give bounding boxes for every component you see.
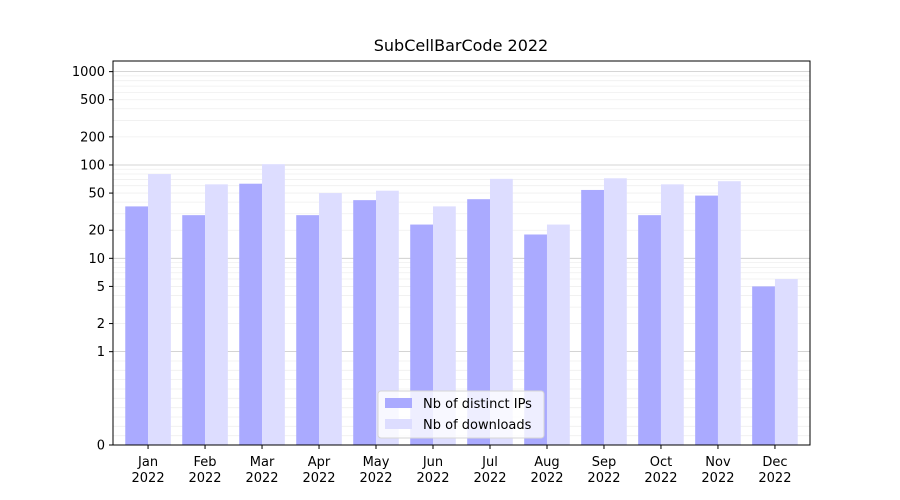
x-tick-month: Mar (250, 455, 275, 470)
bar-downloads-nov (717, 181, 741, 446)
y-tick-label: 2 (97, 317, 105, 332)
x-tick-month: Dec (762, 455, 787, 470)
bar-downloads-apr (319, 193, 342, 445)
x-tick-year: 2022 (132, 471, 165, 486)
x-tick-year: 2022 (701, 471, 734, 486)
x-tick-year: 2022 (758, 471, 791, 486)
x-tick-label-feb: Feb 2022 (188, 455, 221, 486)
bars (125, 164, 798, 446)
bar-downloads-feb (205, 184, 228, 445)
x-tick-month: Jul (481, 455, 498, 470)
legend-swatch-downloads (385, 419, 412, 429)
y-tick-label: 20 (88, 224, 105, 239)
legend-label-downloads: Nb of downloads (423, 418, 532, 433)
bar-distinct-ips-sep (581, 189, 604, 445)
bar-downloads-aug (546, 224, 570, 445)
bar-distinct-ips-jul (467, 199, 490, 445)
x-tick-month: Apr (308, 455, 331, 470)
chart-title: SubCellBarCode 2022 (374, 36, 548, 55)
y-tick-label: 50 (88, 187, 105, 202)
bar-downloads-mar (262, 164, 285, 445)
x-tick-month: May (363, 455, 390, 470)
x-tick-month: Nov (705, 455, 731, 470)
y-tick-label: 0 (97, 439, 105, 454)
x-tick-label-apr: Apr 2022 (302, 455, 335, 486)
y-tick-label: 10 (88, 252, 105, 267)
x-tick-month: Sep (592, 455, 617, 470)
x-tick-year: 2022 (530, 471, 563, 486)
bar-downloads-dec (774, 279, 798, 445)
y-tick-label: 200 (80, 130, 105, 145)
bar-downloads-jun (433, 206, 456, 445)
legend-swatch-distinct-ips (385, 398, 412, 408)
x-tick-label-dec: Dec 2022 (758, 455, 791, 486)
legend-box (377, 390, 545, 439)
x-tick-label-jun: Jun 2022 (416, 455, 449, 486)
x-tick-month: Jan (137, 455, 158, 470)
x-tick-year: 2022 (302, 471, 335, 486)
x-tick-year: 2022 (587, 471, 620, 486)
x-tick-month: Aug (534, 455, 559, 470)
x-tick-label-mar: Mar 2022 (245, 455, 278, 486)
y-tick-label: 100 (80, 158, 105, 173)
bar-distinct-ips-nov (695, 195, 718, 445)
bar-distinct-ips-oct (638, 215, 661, 445)
x-tick-year: 2022 (359, 471, 392, 486)
x-tick-label-may: May 2022 (359, 455, 392, 486)
bar-distinct-ips-jun (410, 224, 434, 445)
bar-distinct-ips-jan (125, 206, 149, 445)
x-tick-year: 2022 (416, 471, 449, 486)
x-tick-year: 2022 (188, 471, 221, 486)
x-tick-year: 2022 (644, 471, 677, 486)
bar-distinct-ips-mar (239, 183, 263, 445)
plot-frame (112, 60, 811, 446)
bar-distinct-ips-dec (752, 286, 775, 445)
x-tick-year: 2022 (245, 471, 278, 486)
y-tick-label: 1 (97, 345, 105, 360)
bar-downloads-oct (660, 184, 684, 445)
x-tick-month: Feb (194, 455, 217, 470)
bar-distinct-ips-apr (296, 215, 320, 445)
y-tick-label: 1000 (72, 65, 105, 80)
bar-distinct-ips-feb (182, 215, 206, 445)
bar-downloads-jan (148, 174, 171, 445)
legend: Nb of distinct IPs Nb of downloads (377, 390, 545, 439)
bar-downloads-may (376, 190, 399, 445)
x-tick-label-oct: Oct 2022 (644, 455, 677, 486)
x-tick-month: Jun (422, 455, 443, 470)
x-tick-label-jan: Jan 2022 (132, 455, 165, 486)
legend-label-distinct-ips: Nb of distinct IPs (423, 397, 532, 412)
y-tick-label: 500 (80, 93, 105, 108)
x-tick-year: 2022 (473, 471, 506, 486)
x-tick-label-nov: Nov 2022 (701, 455, 734, 486)
bar-downloads-sep (603, 178, 627, 445)
y-tick-label: 5 (97, 280, 105, 295)
bar-distinct-ips-may (353, 200, 377, 445)
bar-downloads-jul (489, 178, 513, 445)
x-tick-label-aug: Aug 2022 (530, 455, 563, 486)
x-tick-month: Oct (650, 455, 672, 470)
x-tick-label-sep: Sep 2022 (587, 455, 620, 486)
grid-lines (113, 71, 810, 437)
x-tick-label-jul: Jul 2022 (473, 455, 506, 486)
